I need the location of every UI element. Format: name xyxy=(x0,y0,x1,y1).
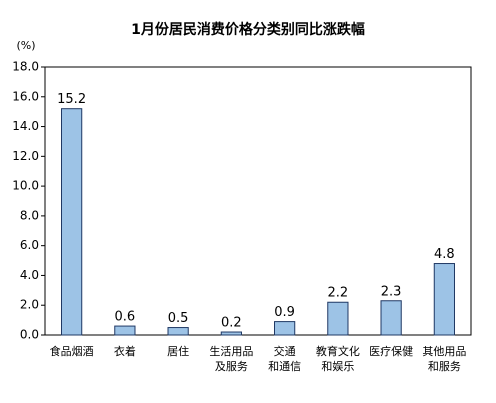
x-tick-label: 居住 xyxy=(167,345,190,358)
y-tick-label: 16.0 xyxy=(12,89,39,103)
value-label: 15.2 xyxy=(57,92,86,107)
y-tick-label: 8.0 xyxy=(20,208,39,222)
y-tick-label: 10.0 xyxy=(12,179,39,193)
x-tick-label: 生活用品 及服务 xyxy=(209,345,254,373)
x-tick-label: 教育文化 和娱乐 xyxy=(315,345,360,373)
y-tick-label: 0.0 xyxy=(20,328,39,342)
value-label: 0.5 xyxy=(168,311,189,326)
value-label: 2.3 xyxy=(381,284,402,299)
value-label: 0.6 xyxy=(115,310,136,325)
bar xyxy=(61,108,83,336)
y-unit: (%) xyxy=(16,39,35,52)
bar xyxy=(380,300,402,336)
bar xyxy=(327,301,349,336)
x-tick-label: 食品烟酒 xyxy=(49,345,94,358)
value-label: 2.2 xyxy=(328,286,349,301)
bar xyxy=(167,327,189,336)
y-tick-label: 6.0 xyxy=(20,238,39,252)
value-label: 0.9 xyxy=(274,305,295,320)
bar xyxy=(114,325,136,336)
y-tick-label: 12.0 xyxy=(12,149,39,163)
x-tick-label: 交通 和通信 xyxy=(268,345,302,373)
bar xyxy=(433,263,455,336)
y-tick-label: 14.0 xyxy=(12,119,39,133)
x-tick-label: 医疗保健 xyxy=(369,345,414,358)
y-tick-label: 2.0 xyxy=(20,298,39,312)
plot-frame xyxy=(44,66,472,336)
x-tick-label: 其他用品 和服务 xyxy=(422,345,467,373)
value-label: 4.8 xyxy=(434,247,455,262)
y-tick-label: 4.0 xyxy=(20,268,39,282)
bar xyxy=(220,331,242,336)
bar xyxy=(274,321,296,336)
x-tick-label: 衣着 xyxy=(113,345,136,358)
value-label: 0.2 xyxy=(221,316,242,331)
y-tick-label: 18.0 xyxy=(12,60,39,74)
chart-title: 1月份居民消费价格分类别同比涨跌幅 xyxy=(131,21,365,38)
